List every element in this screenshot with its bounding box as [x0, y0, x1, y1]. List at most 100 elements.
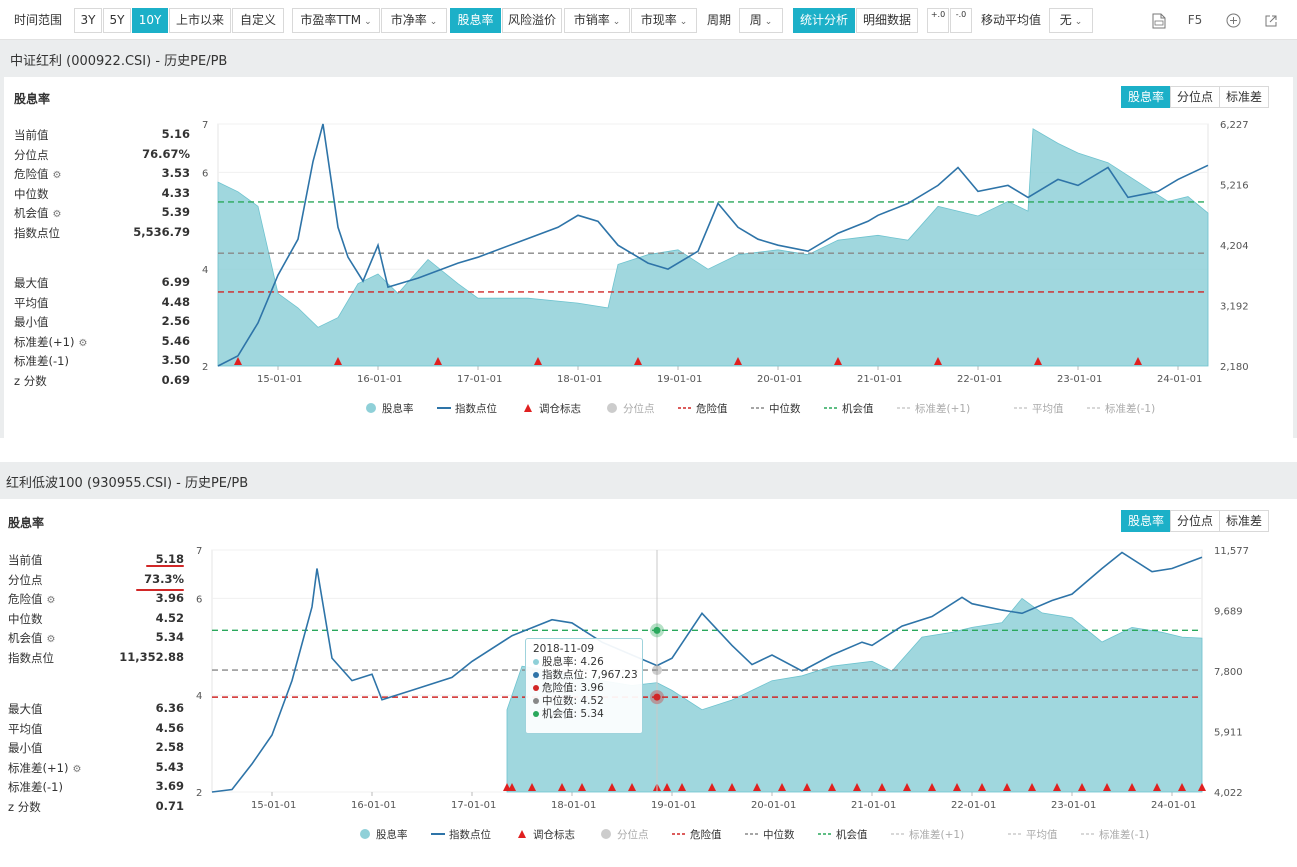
- legend-dot-icon: [533, 711, 539, 717]
- decimal-decrease-icon: -.0: [955, 10, 967, 19]
- chart-low-vol-dividend: 2 4 6 7 4,022 5,911 7,800 9,689 11,577 15-01-01 16…: [196, 546, 1249, 841]
- rebalance-marker: [928, 783, 936, 791]
- seg-stddev[interactable]: 标准差: [1219, 86, 1270, 108]
- btn-stats[interactable]: 统计分析: [793, 8, 855, 33]
- stat-value: 5.16: [161, 127, 190, 141]
- rebalance-marker: [508, 783, 516, 791]
- stat-value: 5.46: [161, 333, 190, 348]
- stat-value: 4.33: [161, 185, 190, 200]
- tooltip-value: 4.52: [580, 695, 604, 707]
- moving-avg-select[interactable]: 无 ⌄: [1049, 8, 1093, 33]
- tooltip-row: 股息率: 4.26: [533, 656, 635, 669]
- x-tick-label: 18-01-01: [551, 800, 596, 811]
- decimal-decrease-button[interactable]: -.0: [950, 8, 972, 33]
- x-tick-label: 19-01-01: [657, 374, 702, 385]
- tooltip-separator: :: [573, 708, 581, 720]
- rebalance-marker: [828, 783, 836, 791]
- stat-label: 机会值 ⚙: [14, 206, 62, 220]
- btn-pb[interactable]: 市净率 ⌄: [381, 8, 447, 33]
- tooltip-value: 3.96: [580, 682, 604, 694]
- tooltip-separator: :: [573, 695, 581, 707]
- legend-median-label: 中位数: [769, 402, 801, 415]
- rebalance-marker: [978, 783, 986, 791]
- stat-value: 5.43: [155, 759, 184, 774]
- btn-pe-ttm[interactable]: 市盈率TTM ⌄: [292, 8, 380, 33]
- gear-icon[interactable]: ⚙: [52, 209, 62, 220]
- tooltip-row: 指数点位: 7,967.23: [533, 669, 638, 682]
- btn-5y[interactable]: 5Y: [103, 8, 131, 33]
- legend-danger-label: 危险值: [696, 402, 728, 415]
- stat-value: 4.52: [155, 610, 184, 625]
- open-external-button[interactable]: [1258, 8, 1284, 33]
- export-excel-button[interactable]: [1146, 8, 1172, 33]
- gear-icon[interactable]: ⚙: [46, 634, 56, 645]
- stat-row: 危险值 ⚙ 3.96: [8, 591, 184, 610]
- btn-pcf-label: 市现率: [640, 13, 677, 27]
- stat-row: 危险值 ⚙ 3.53: [14, 166, 190, 185]
- legend-dividend-label: 股息率: [376, 828, 408, 841]
- stat-row: 标准差(-1) 3.69: [8, 779, 184, 798]
- y-right-tick-label: 5,216: [1220, 181, 1249, 192]
- gear-icon[interactable]: ⚙: [78, 337, 88, 349]
- decimal-increase-button[interactable]: +.0: [927, 8, 949, 33]
- gear-icon[interactable]: ⚙: [72, 763, 82, 775]
- y-left-tick-label: 6: [202, 168, 208, 179]
- period-select[interactable]: 周 ⌄: [739, 8, 783, 33]
- y-right-tick-label: 11,577: [1214, 546, 1249, 557]
- plus-circle-icon: [1226, 13, 1240, 28]
- rebalance-marker: [558, 783, 566, 791]
- stat-row: 中位数 4.33: [14, 186, 190, 205]
- seg-stddev[interactable]: 标准差: [1219, 510, 1270, 532]
- legend-opportunity-label: 机会值: [842, 402, 874, 415]
- chevron-down-icon: ⌄: [1074, 17, 1083, 27]
- rebalance-marker: [608, 783, 616, 791]
- seg-dividend[interactable]: 股息率: [1121, 510, 1172, 532]
- annotation-underline-percentile: [136, 589, 184, 591]
- stat-value: 4.56: [155, 720, 184, 735]
- stat-value: 3.69: [155, 779, 184, 793]
- y-right-tick-label: 3,192: [1220, 302, 1249, 313]
- decimal-increase-icon: +.0: [930, 10, 946, 19]
- stat-value: 5.18: [155, 552, 184, 566]
- chart-csi-dividend: 2 4 6 7 2,180 3,192 4,204 5,216 6,227 15-01-01 16-…: [202, 120, 1249, 415]
- stat-row: 指数点位 11,352.88: [8, 650, 184, 669]
- y-right-tick-label: 2,180: [1220, 362, 1249, 373]
- tooltip-row: 中位数: 4.52: [533, 695, 635, 708]
- x-tick-label: 16-01-01: [357, 374, 402, 385]
- stat-value: 6.36: [155, 701, 184, 715]
- period-value: 周: [749, 13, 762, 27]
- legend-std_plus-label: 标准差(+1): [915, 402, 970, 415]
- btn-detail[interactable]: 明细数据: [856, 8, 918, 33]
- legend-dividend-icon: [366, 403, 376, 413]
- x-tick-label: 17-01-01: [457, 374, 502, 385]
- btn-since-listing[interactable]: 上市以来: [169, 8, 231, 33]
- btn-ps[interactable]: 市销率 ⌄: [564, 8, 630, 33]
- seg-percentile[interactable]: 分位点: [1170, 510, 1221, 532]
- refresh-button[interactable]: F5: [1180, 8, 1210, 33]
- gear-icon[interactable]: ⚙: [52, 170, 62, 181]
- btn-ps-label: 市销率: [573, 13, 610, 27]
- legend-index-label: 指数点位: [455, 402, 497, 415]
- legend-dot-icon: [533, 659, 539, 665]
- legend-mean-label: 平均值: [1032, 402, 1064, 415]
- seg-dividend[interactable]: 股息率: [1121, 86, 1172, 108]
- legend-danger-label: 危险值: [690, 828, 722, 841]
- stat-label: 标准差(+1) ⚙: [8, 760, 82, 775]
- stat-row: z 分数 0.69: [14, 373, 190, 392]
- add-button[interactable]: [1220, 8, 1246, 33]
- stat-label: 中位数: [8, 611, 43, 626]
- tooltip-separator: :: [573, 656, 581, 668]
- stat-value: 5,536.79: [133, 224, 190, 239]
- btn-risk-premium[interactable]: 风险溢价: [502, 8, 562, 33]
- stat-value: 6.99: [161, 275, 190, 289]
- btn-dividend[interactable]: 股息率: [450, 8, 501, 33]
- stat-value: 0.71: [155, 798, 184, 813]
- x-tick-label: 15-01-01: [257, 374, 302, 385]
- view-switch: 股息率 分位点 标准差: [1121, 510, 1270, 532]
- seg-percentile[interactable]: 分位点: [1170, 86, 1221, 108]
- gear-icon[interactable]: ⚙: [46, 595, 56, 606]
- btn-10y[interactable]: 10Y: [132, 8, 168, 33]
- btn-pcf[interactable]: 市现率 ⌄: [631, 8, 697, 33]
- btn-3y[interactable]: 3Y: [74, 8, 102, 33]
- btn-custom[interactable]: 自定义: [232, 8, 284, 33]
